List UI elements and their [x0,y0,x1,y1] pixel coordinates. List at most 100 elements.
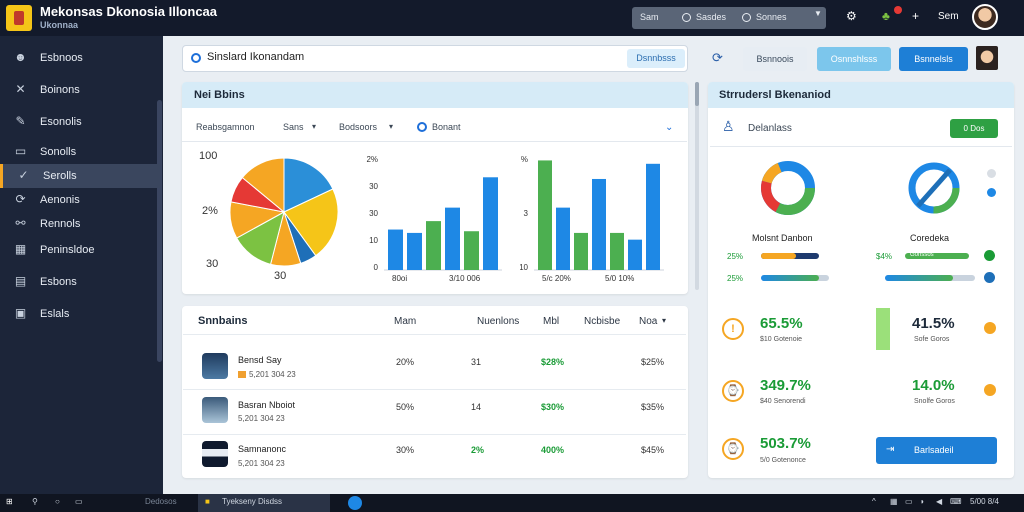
pie-slice [283,157,334,213]
sidebar-item-8[interactable]: ▤ Esbons [0,270,160,294]
sidebar-item-label: Esonolis [40,116,82,128]
sidebar-item-4[interactable]: ✓ Serolls [0,164,160,188]
app-logo[interactable] [6,5,32,31]
action-button-label: Barlsadeil [914,445,954,455]
table-header[interactable]: Ncbisbe [584,316,621,327]
chevron-down-icon[interactable]: ⌄ [665,122,674,133]
top-search-item-2[interactable]: Sasdes [696,12,727,22]
bell-icon[interactable]: ♣ [882,9,890,23]
refresh-icon[interactable]: ⟳ [712,50,723,65]
row-name[interactable]: Basran Nboiot [238,400,296,410]
chevron-down-icon[interactable]: ▾ [389,122,394,131]
avatar [202,353,228,379]
sidebar-item-label: Boinons [40,84,80,96]
search-icon [682,13,691,22]
metric-value: 41.5% [912,315,955,332]
table-cell: $28% [541,357,565,367]
search-icon[interactable]: ⚲ [32,497,38,506]
task-view-icon[interactable]: ▭ [75,497,83,506]
sidebar-item-5[interactable]: ⟳ Aenonis [0,188,160,212]
search-icon [191,53,201,63]
bar-chart-1: 2% 30 30 10 0 80oi 3/10 006 [366,155,502,283]
x-tick-label: 5/c 20% [542,274,571,283]
x-tick-label: 3/10 006 [449,274,481,283]
avatar[interactable] [972,4,998,30]
toolbar-button-2[interactable]: Osnnshlsss [817,47,891,71]
row-name[interactable]: Samnanonc [238,444,287,454]
x-tick-label: 5/0 10% [605,274,634,283]
y-tick-label: 30 [369,209,378,218]
search-bar: Dsnnbsss [182,45,688,72]
sidebar-item-6[interactable]: ⚯ Rennols [0,212,160,236]
network-icon[interactable]: ▦ [890,497,898,506]
row-subtext-value: 5,201 304 23 [249,370,296,379]
table-header[interactable]: Mam [394,316,417,327]
bar [574,232,588,270]
top-search-item-3[interactable]: Sonnes [756,12,787,22]
user-icon: ♙ [722,118,735,134]
top-search-item-1[interactable]: Sam [640,12,659,22]
table-cell: $35% [641,402,665,412]
divider [183,389,686,390]
clock-text[interactable]: 5/00 8/4 [970,497,999,506]
table-header[interactable]: Mbl [543,316,560,327]
scrollbar[interactable] [695,82,699,290]
sidebar-item-1[interactable]: ✕ Boinons [0,78,160,102]
sidebar-item-3[interactable]: ▭ Sonolls [0,140,160,164]
table-cell: 31 [471,357,482,367]
taskbar: ⊞ ⚲ ○ ▭ Dedosos ■ Tyekseny Disdss ^ ▦ ▭ … [0,494,1024,512]
chevron-down-icon[interactable]: ▼ [814,9,822,18]
toolbar-button-1[interactable]: Bsnnoois [743,47,807,71]
battery-icon[interactable]: ▭ [905,497,913,506]
scrollbar-thumb[interactable] [695,82,699,106]
table-header[interactable]: Noa [639,316,658,327]
metric-subtext: Snolfe Goros [914,398,955,405]
chevron-up-icon[interactable]: ^ [872,497,876,506]
sidebar-item-label: Eslals [40,308,70,320]
table-cell: 30% [396,445,415,455]
row-name[interactable]: Bensd Say [238,355,282,365]
charts-card-title: Nei Bbins [194,89,245,101]
browser-icon[interactable] [348,496,362,510]
table-header[interactable]: Nuenlons [477,316,520,327]
taskbar-active-window[interactable] [198,494,330,512]
sidebar-item-2[interactable]: ✎ Esonolis [0,110,160,134]
plus-icon[interactable]: + [912,9,920,23]
sidebar-item-0[interactable]: ☻ Esbnoos [0,46,160,70]
search-button[interactable]: Dsnnbsss [627,49,685,68]
wifi-icon[interactable]: ◗ [920,497,925,506]
top-bar: Mekonsas Dkonosia Illoncaa Ukonnaa Sam S… [0,0,1024,36]
filter-tab-4[interactable]: Bonant [432,122,461,132]
action-button[interactable]: ⇥ Barlsadeil [876,437,997,464]
donut-segment [908,162,960,214]
sidebar-item-7[interactable]: ▦ Peninsldoe [0,238,160,262]
taskbar-item[interactable]: Dedosos [145,497,177,506]
folder-icon: ▭ [14,144,27,158]
taskbar-item[interactable]: Tyekseny Disdss [222,497,283,506]
metric-bar [876,308,890,350]
sync-icon: ⟳ [15,192,26,206]
keyboard-icon[interactable]: ⌨ [950,497,962,506]
y-tick-label: 10 [369,236,378,245]
filter-tab-2[interactable]: Sans [283,122,304,132]
filter-tab-1[interactable]: Reabsgamnon [196,122,255,132]
chevron-down-icon[interactable]: ▾ [312,122,317,131]
user-name[interactable]: Sem [938,11,959,22]
avatar[interactable] [976,46,998,70]
y-tick-label: 3 [524,209,529,218]
filter-tab-3[interactable]: Bodsoors [339,122,378,132]
search-input[interactable] [207,51,587,63]
chevron-down-icon[interactable]: ▾ [662,316,667,325]
panel-button[interactable]: 0 Dos [950,119,998,138]
pie-chart [229,157,339,267]
top-search-bar[interactable]: Sam Sasdes Sonnes [632,7,826,29]
circle-icon[interactable]: ○ [55,497,60,506]
sidebar-item-9[interactable]: ▣ Eslals [0,302,160,326]
archive-icon: ▣ [14,306,27,320]
metric-value: 14.0% [912,377,955,394]
sidebar-scrollbar[interactable] [157,100,162,362]
windows-icon[interactable]: ⊞ [6,497,13,506]
toolbar-button-3[interactable]: Bsnnelsls [899,47,968,71]
volume-icon[interactable]: ◀ [936,497,943,506]
settings-icon[interactable]: ⚙ [846,9,857,23]
